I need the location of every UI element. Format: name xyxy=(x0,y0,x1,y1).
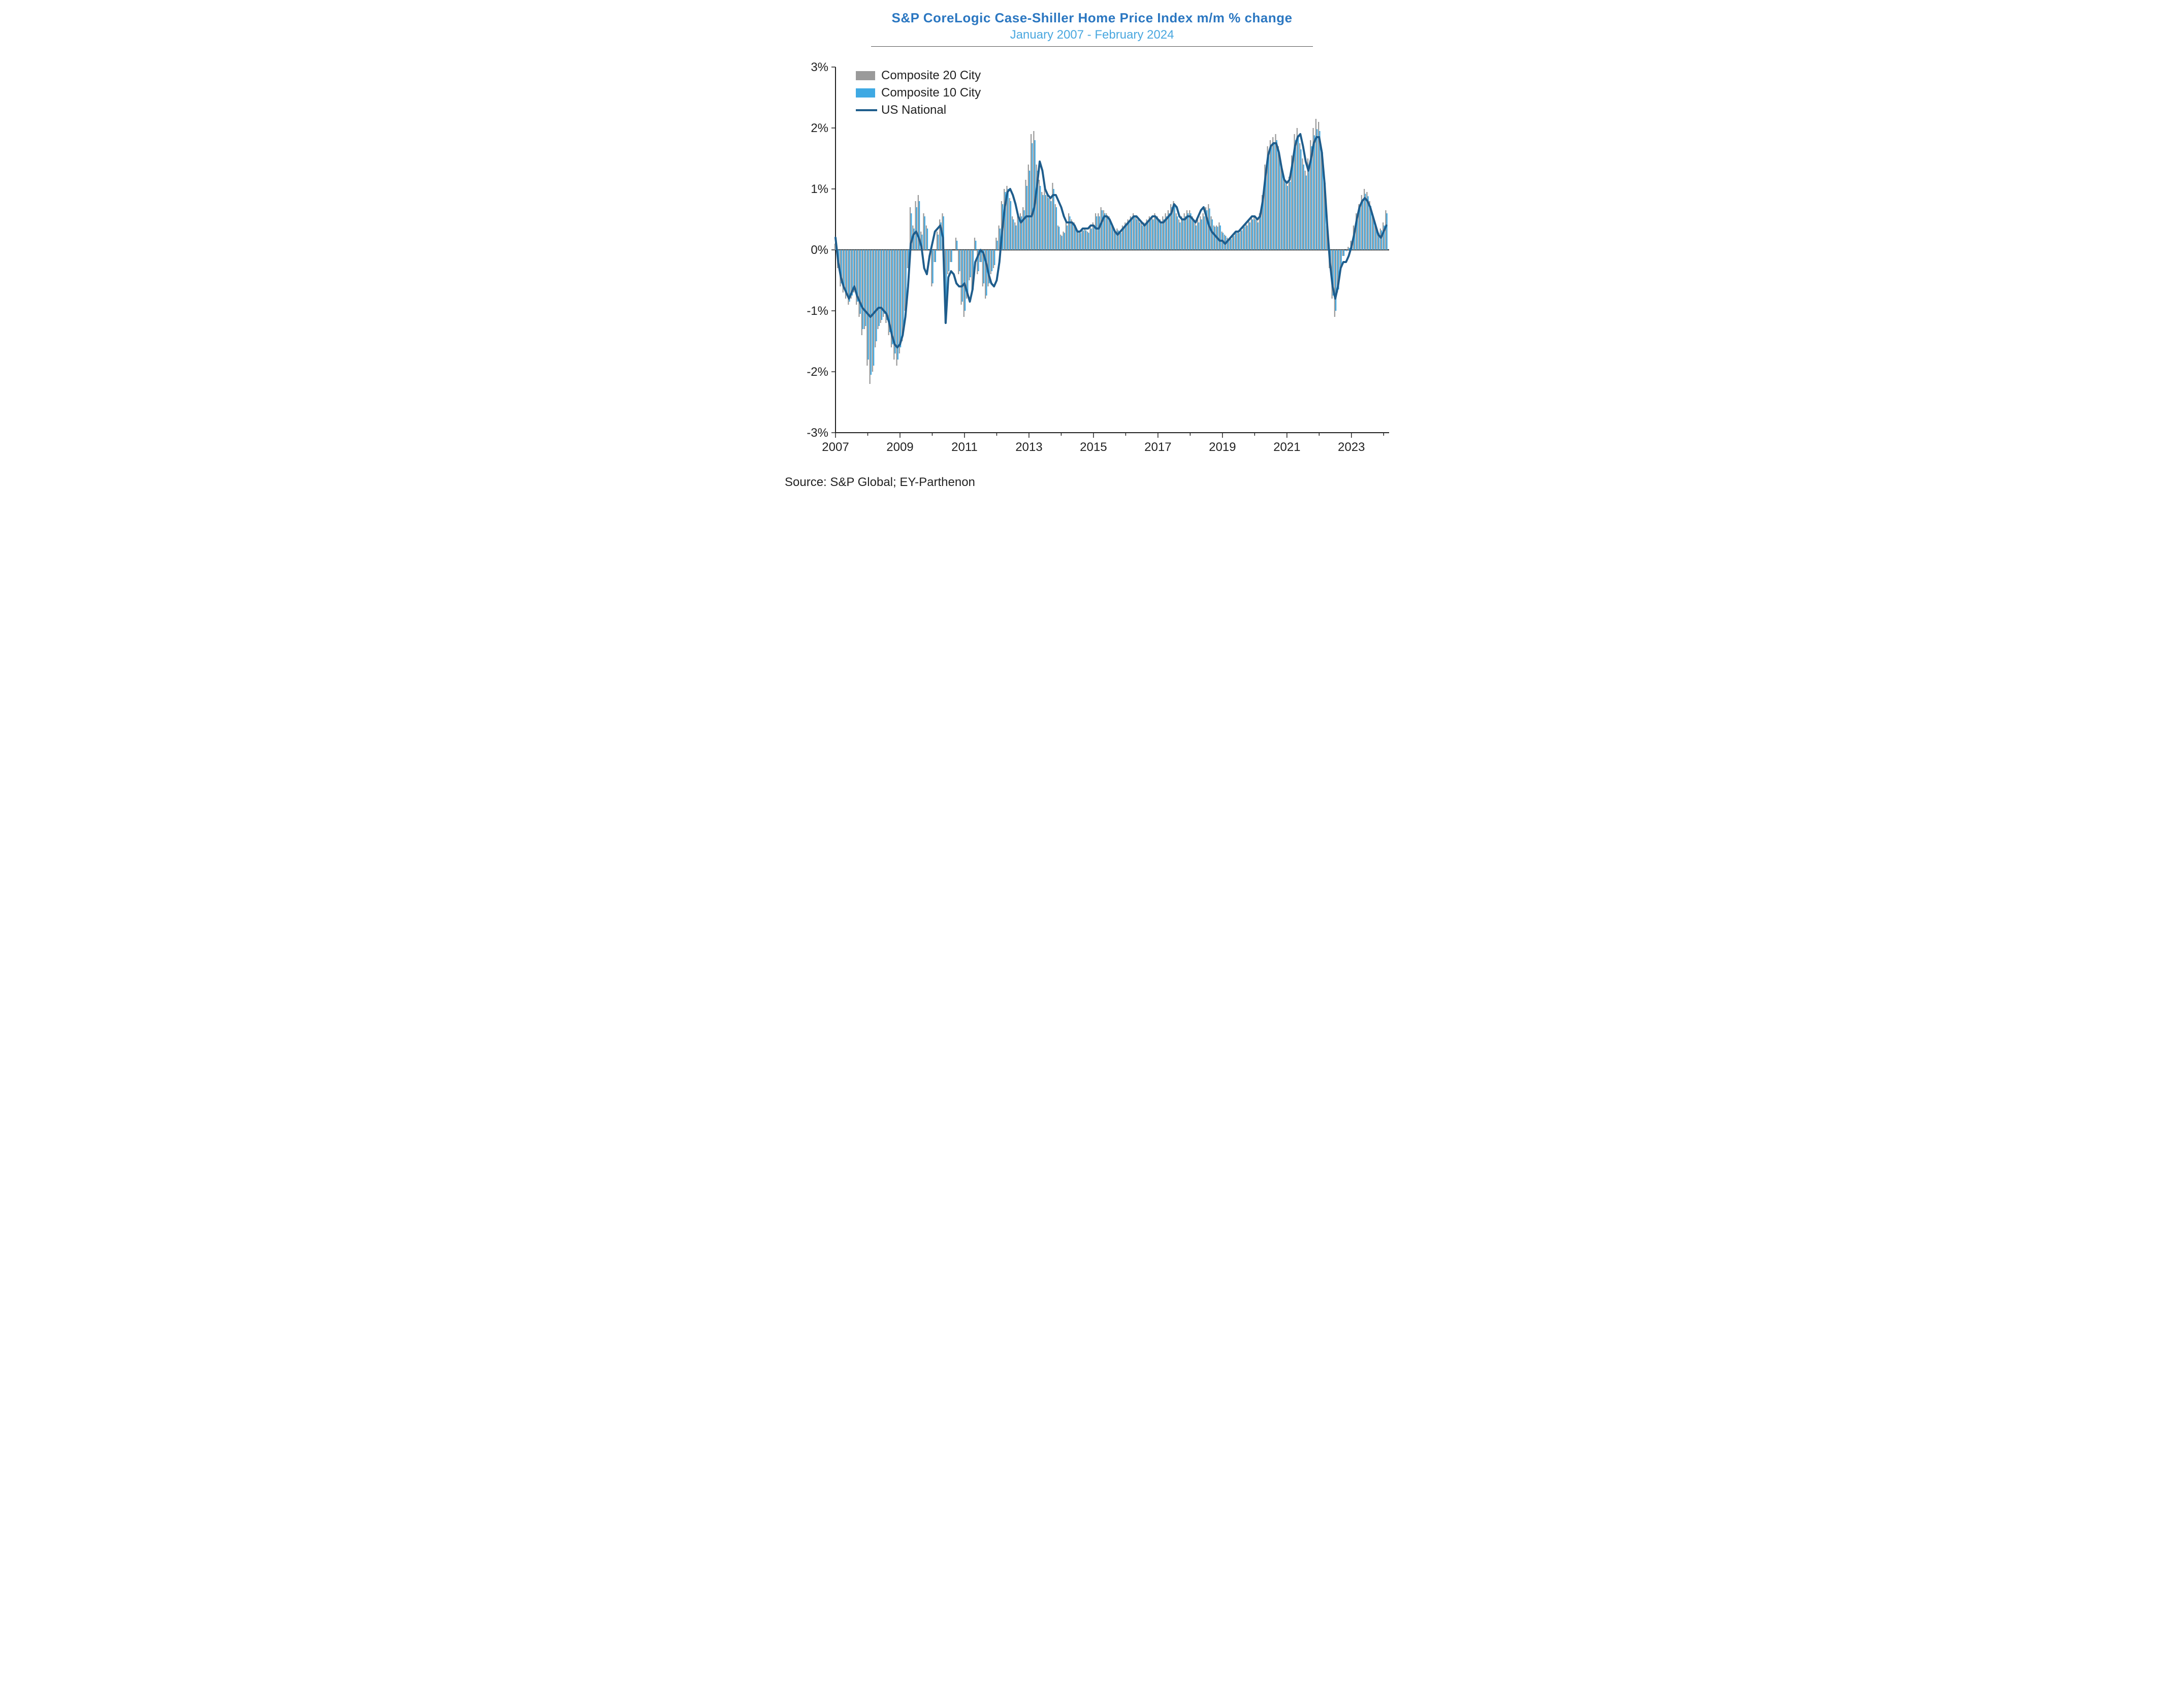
chart-area: -3% -2% -1% 0% 1% 2% 3% 2007 2009 2011 2013 2015 201… xyxy=(785,62,1399,463)
y-tick-label: 1% xyxy=(811,182,828,196)
legend: Composite 20 City Composite 10 City US Nat… xyxy=(856,69,981,117)
chart-svg: -3% -2% -1% 0% 1% 2% 3% 2007 2009 2011 2013 2015 201… xyxy=(785,62,1399,463)
legend-label: US National xyxy=(881,103,946,117)
x-tick-label: 2015 xyxy=(1080,440,1107,454)
x-tick-label: 2011 xyxy=(951,440,978,454)
legend-label: Composite 10 City xyxy=(881,86,981,100)
title-rule xyxy=(871,46,1313,47)
x-tick-label: 2019 xyxy=(1209,440,1236,454)
y-tick-label: -1% xyxy=(807,304,828,318)
x-tick-label: 2009 xyxy=(886,440,913,454)
x-tick-label: 2007 xyxy=(822,440,849,454)
chart-subtitle: January 2007 - February 2024 xyxy=(785,28,1399,42)
x-tick-label: 2023 xyxy=(1338,440,1365,454)
y-tick-label: -2% xyxy=(807,365,828,379)
chart-title: S&P CoreLogic Case-Shiller Home Price In… xyxy=(785,10,1399,26)
title-block: S&P CoreLogic Case-Shiller Home Price In… xyxy=(785,10,1399,47)
x-tick-label: 2013 xyxy=(1015,440,1042,454)
y-tick-label: 3% xyxy=(811,62,828,74)
y-tick-label: 2% xyxy=(811,121,828,135)
y-tick-label: 0% xyxy=(811,243,828,257)
y-tick-label: -3% xyxy=(807,426,828,440)
x-tick-label: 2017 xyxy=(1144,440,1171,454)
source-text: Source: S&P Global; EY-Parthenon xyxy=(785,475,1399,490)
x-tick-label: 2021 xyxy=(1273,440,1300,454)
legend-label: Composite 20 City xyxy=(881,69,981,82)
